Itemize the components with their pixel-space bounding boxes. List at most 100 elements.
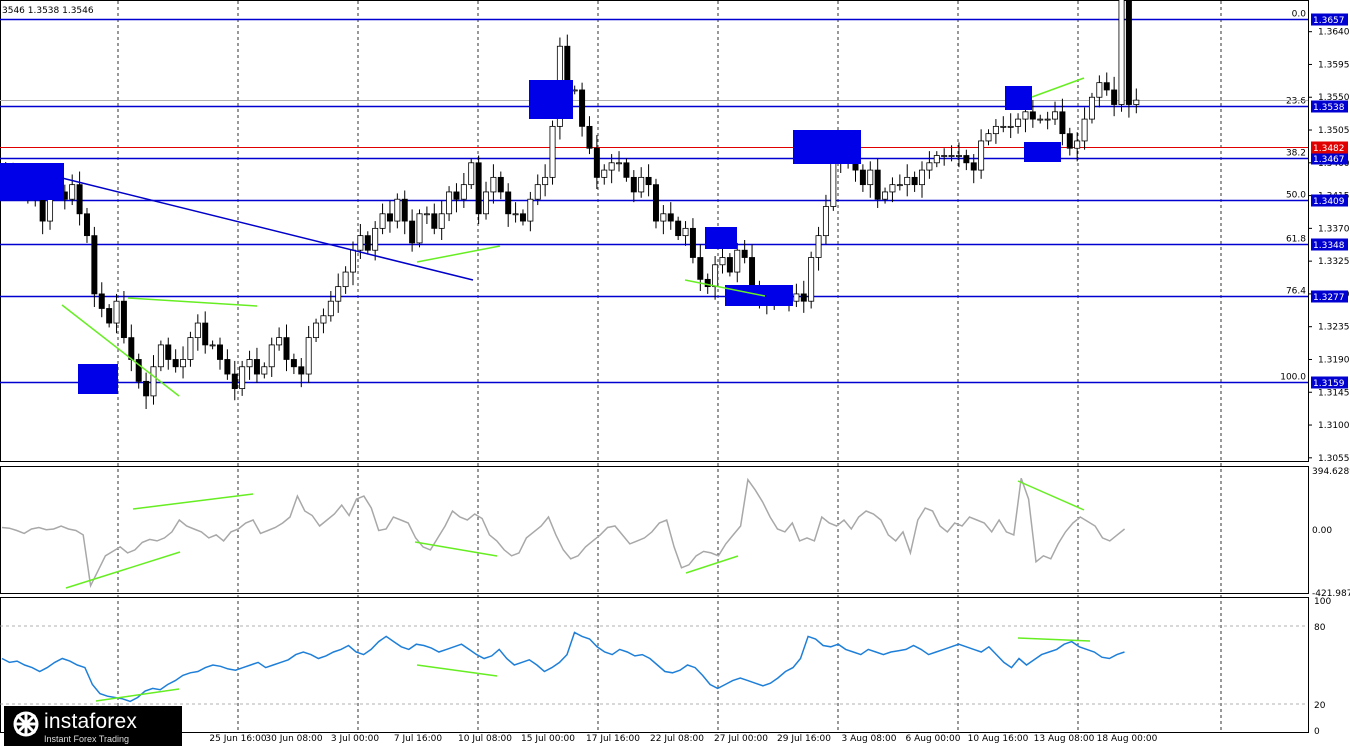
price-axis-tick-label: 1.3640: [1318, 28, 1350, 38]
signal-zone-rect: [793, 130, 861, 164]
candle-body: [808, 257, 815, 302]
rsi-axis-tick-label: 100: [1314, 597, 1331, 607]
divergence-line: [416, 245, 501, 263]
price-axis-tick-label: 1.3505: [1318, 126, 1350, 136]
price-tag-bg: [1311, 290, 1348, 303]
red-price-tag-label: 1.3482: [1313, 144, 1345, 154]
time-axis-tick-label: 18 Aug 00:00: [1097, 734, 1158, 744]
price-panel-frame: [0, 0, 1309, 462]
candle-body: [298, 366, 305, 375]
candle-body: [830, 162, 837, 207]
candle-body: [453, 191, 460, 200]
candle-body: [726, 257, 733, 273]
candle-body: [231, 373, 238, 390]
candle-body: [490, 176, 497, 193]
candle-body: [172, 359, 179, 368]
fib-level-percent: 61.8: [1286, 235, 1306, 245]
time-axis-tick-label: 25 Jun 16:00: [209, 734, 266, 744]
candle-body: [948, 155, 955, 157]
signal-zone-rect: [705, 227, 737, 249]
candle-body: [527, 198, 534, 222]
candle-body: [246, 359, 253, 368]
candle-body: [342, 271, 349, 288]
oscillator-panel-frame: [0, 466, 1309, 594]
signal-zone-rect: [1005, 86, 1032, 110]
candle-body: [268, 344, 275, 368]
candle-body: [667, 213, 674, 222]
candle-body: [1066, 133, 1073, 149]
price-axis-tick-label: 1.3370: [1318, 224, 1350, 234]
time-axis-tick-label: 3 Jul 00:00: [331, 734, 380, 744]
candle-body: [519, 213, 526, 222]
divergence-line: [684, 279, 766, 297]
price-tag-bg: [1311, 194, 1348, 207]
ohlc-readout: 3546 1.3538 1.3546: [2, 6, 94, 16]
price-level-tags: 1.3657 1.3538 1.3467 1.3409 1.3348 1.3277 1.31…: [1311, 13, 1348, 389]
candle-body: [1059, 111, 1066, 135]
candle-body: [697, 257, 704, 280]
price-axis-tick-label: 1.3100: [1318, 421, 1350, 431]
time-axis-tick-label: 10 Jul 08:00: [458, 734, 512, 744]
candle-body: [39, 198, 46, 222]
candle-body: [187, 337, 194, 360]
candle-body: [106, 308, 113, 324]
oscillator-divergence-line: [414, 541, 498, 557]
candle-body: [1103, 82, 1110, 91]
candle-body: [128, 337, 135, 360]
rsi-divergence-line: [416, 664, 498, 677]
candle-body: [822, 206, 829, 237]
candle-body: [1081, 118, 1088, 142]
candle-body: [98, 293, 105, 309]
candle-body: [483, 191, 490, 215]
candle-body: [69, 184, 76, 200]
rsi-divergence-line: [1017, 637, 1091, 642]
candle-body: [1111, 89, 1118, 105]
candle-body: [608, 162, 615, 171]
candle-body: [859, 169, 866, 186]
price-tag-bg: [1311, 100, 1348, 113]
divergence-line: [127, 297, 258, 307]
candle-body: [416, 213, 423, 244]
candle-body: [423, 213, 430, 216]
candle-body: [874, 169, 881, 200]
candle-body: [1074, 140, 1081, 149]
instaforex-logo-icon: [13, 711, 39, 737]
rsi-line: 100 80 20 0: [0, 597, 1331, 737]
candle-body: [985, 133, 992, 142]
candle-body: [261, 366, 268, 375]
candle-body: [357, 235, 364, 251]
candle-body: [224, 359, 231, 375]
rsi-divergence-line: [95, 688, 180, 702]
time-axis-tick-label: 22 Jul 08:00: [650, 734, 704, 744]
candle-body: [276, 337, 283, 346]
candle-body: [217, 344, 223, 360]
candle-body: [335, 286, 342, 302]
price-tag-label: 1.3657: [1313, 16, 1345, 26]
candle-body: [180, 359, 187, 368]
time-axis-tick-label: 17 Jul 16:00: [586, 734, 640, 744]
candle-body: [113, 300, 120, 324]
candle-body: [401, 198, 408, 222]
candle-body: [313, 322, 320, 339]
candle-body: [1044, 118, 1051, 121]
candle-body: [409, 220, 416, 244]
candle-body: [652, 184, 659, 222]
candle-body: [963, 155, 970, 164]
candle-body: [675, 220, 682, 237]
candle-body: [497, 176, 504, 193]
oscillator-axis-tick-label: -421.9874: [1312, 589, 1350, 599]
candle-body: [926, 162, 933, 171]
signal-zone-rect: [78, 364, 118, 394]
price-tag-bg: [1311, 376, 1348, 389]
candle-body: [320, 315, 327, 324]
candle-body: [882, 191, 889, 200]
price-tag-label: 1.3348: [1313, 241, 1345, 251]
oscillator-series-line: [1, 477, 1126, 589]
price-axis-tick-label: 1.3190: [1318, 355, 1350, 365]
candle-body: [76, 184, 83, 215]
price-tag-bg: [1311, 238, 1348, 251]
candle-body: [475, 162, 482, 215]
candle-body: [135, 359, 142, 382]
candle-body: [896, 184, 903, 187]
candle-body: [512, 213, 519, 216]
